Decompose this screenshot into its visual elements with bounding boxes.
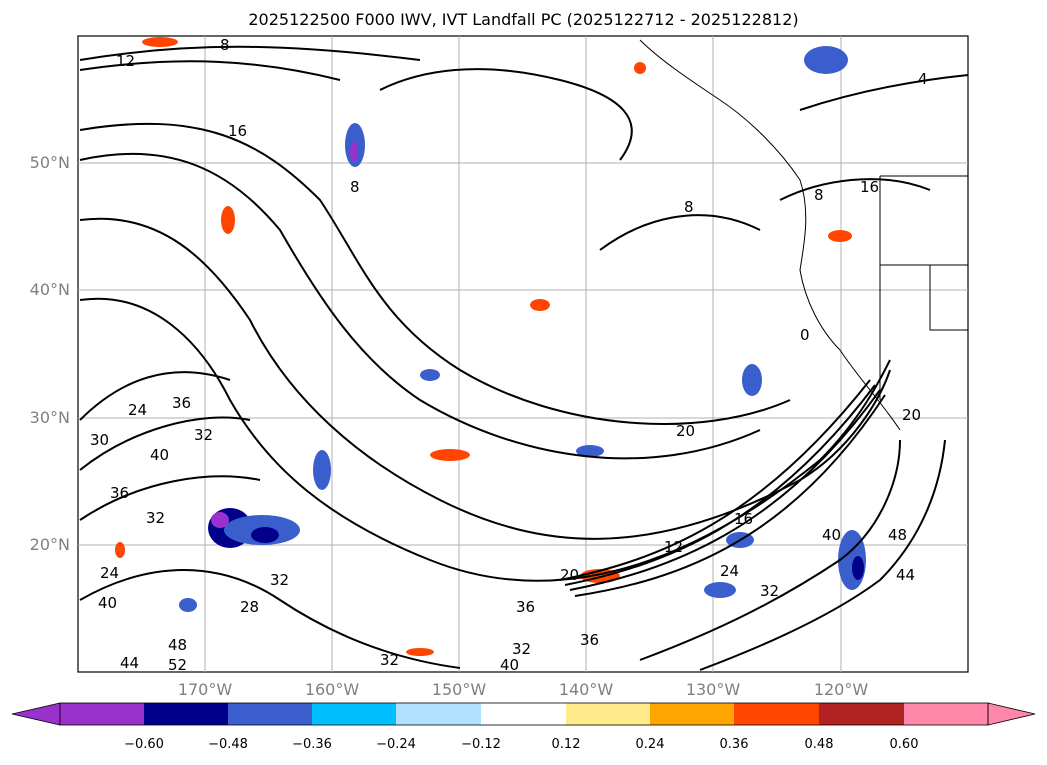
colorbar-tick: −0.48 xyxy=(208,737,248,752)
lon-label: 160°W xyxy=(304,680,360,699)
contour-label: 24 xyxy=(100,564,119,582)
contour-label: 36 xyxy=(580,631,599,649)
contour-label: 44 xyxy=(120,654,139,672)
colorbar-tick: −0.24 xyxy=(376,737,416,752)
contour-label: 24 xyxy=(128,401,147,419)
contour-label: 12 xyxy=(664,538,683,556)
lat-label: 50°N xyxy=(29,153,70,172)
contour-label: 52 xyxy=(168,656,187,674)
map-frame xyxy=(77,35,969,673)
contour-label: 8 xyxy=(814,186,824,204)
colorbar xyxy=(11,702,1036,726)
contour-label: 40 xyxy=(500,656,519,674)
colorbar-tick: 0.24 xyxy=(635,737,665,752)
contour-label: 36 xyxy=(110,484,129,502)
contour-label-group: 8 12 16 8 4 8 16 24 36 32 40 30 36 32 24… xyxy=(90,36,928,674)
lat-label: 30°N xyxy=(29,408,70,427)
contour-label: 32 xyxy=(760,582,779,600)
contour-label: 8 xyxy=(350,178,360,196)
contour-label: 36 xyxy=(516,598,535,616)
contour-label: 36 xyxy=(172,394,191,412)
contour-label: 4 xyxy=(918,70,928,88)
contour-label: 40 xyxy=(150,446,169,464)
contour-label: 8 xyxy=(684,198,694,216)
contour-label: 32 xyxy=(270,571,289,589)
contour-label: 16 xyxy=(734,510,753,528)
contour-label: 16 xyxy=(228,122,247,140)
colorbar-tick: −0.36 xyxy=(292,737,332,752)
colorbar-tick: −0.60 xyxy=(124,737,164,752)
lat-label: 20°N xyxy=(29,535,70,554)
contour-label: 12 xyxy=(116,52,135,70)
lon-label: 120°W xyxy=(813,680,869,699)
contour-label: 44 xyxy=(896,566,915,584)
colorbar-tick: 0.60 xyxy=(889,737,919,752)
colorbar-tick: 0.12 xyxy=(551,737,581,752)
contour-label: 20 xyxy=(676,422,695,440)
contour-label: 20 xyxy=(560,566,579,584)
contour-label: 40 xyxy=(98,594,117,612)
colorbar-tick: 0.48 xyxy=(804,737,834,752)
lon-label: 140°W xyxy=(558,680,614,699)
contour-label: 40 xyxy=(822,526,841,544)
contour-label: 32 xyxy=(194,426,213,444)
iwv-contours xyxy=(79,45,969,671)
coastline xyxy=(639,39,968,431)
contour-label: 16 xyxy=(860,178,879,196)
colorbar-tick: −0.12 xyxy=(461,737,501,752)
lon-label: 130°W xyxy=(685,680,741,699)
contour-label: 20 xyxy=(902,406,921,424)
contour-label: 24 xyxy=(720,562,739,580)
contour-label: 0 xyxy=(800,326,810,344)
contour-label: 48 xyxy=(888,526,907,544)
contour-label: 32 xyxy=(512,640,531,658)
colorbar-low-extend xyxy=(11,702,61,726)
colorbar-high-extend xyxy=(987,702,1036,726)
lat-label: 40°N xyxy=(29,280,70,299)
contour-label: 48 xyxy=(168,636,187,654)
map-title: 2025122500 F000 IWV, IVT Landfall PC (20… xyxy=(248,10,799,29)
contour-label: 32 xyxy=(146,509,165,527)
contour-label: 8 xyxy=(220,36,230,54)
contour-label: 30 xyxy=(90,431,109,449)
lon-label: 170°W xyxy=(177,680,233,699)
colorbar-tick: 0.36 xyxy=(719,737,749,752)
gridlines xyxy=(78,36,968,672)
lon-label: 150°W xyxy=(431,680,487,699)
contour-label: 28 xyxy=(240,598,259,616)
contour-label: 32 xyxy=(380,651,399,669)
